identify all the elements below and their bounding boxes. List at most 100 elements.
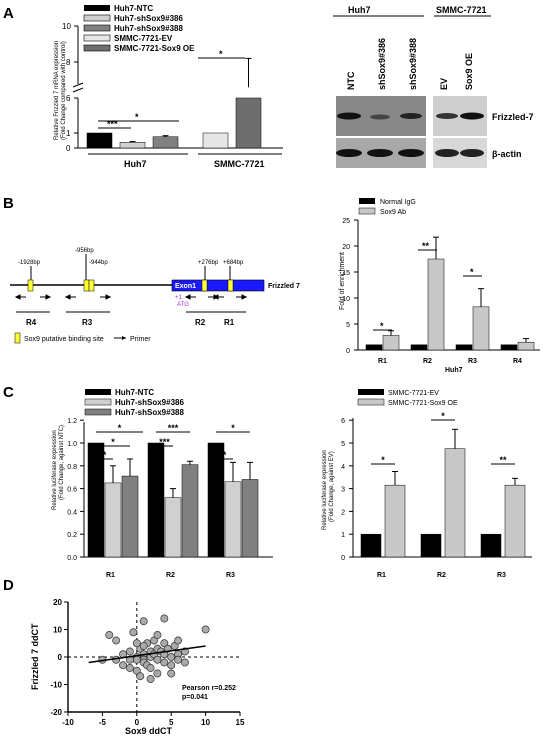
cl-xtick-R2: R2 bbox=[166, 572, 175, 579]
cr-ylabel-2: (Fold Change, against EV) bbox=[329, 451, 335, 522]
cr-ytick-label-2: 2 bbox=[341, 509, 345, 516]
chip-xlabel: Huh7 bbox=[445, 367, 463, 374]
blot-lane-ntc: NTC bbox=[346, 71, 356, 90]
legend-sh386: Huh7-shSox9#386 bbox=[114, 14, 183, 23]
binding-site-4 bbox=[201, 279, 208, 292]
cl-xtick-R3: R3 bbox=[226, 572, 235, 579]
cr-ytick-label-3: 3 bbox=[341, 487, 345, 494]
a-ytick-1: 1 bbox=[66, 129, 71, 138]
d-point-42 bbox=[167, 669, 176, 678]
blot-band-frizzled7: Frizzled-7 bbox=[492, 112, 534, 122]
a-group-huh7: Huh7 bbox=[124, 159, 147, 169]
region-r4: R4 bbox=[26, 318, 37, 327]
cr-xtick-R1: R1 bbox=[377, 572, 386, 579]
panel-c-label: C bbox=[3, 384, 14, 401]
cl-sig-2: * bbox=[118, 423, 122, 433]
blot-lane-sh386: shSox9#386 bbox=[377, 38, 387, 90]
panel-b-label: B bbox=[3, 195, 14, 212]
region-r3: R3 bbox=[82, 318, 93, 327]
a-ylabel-1: Relative Frizzled 7 mRNA expression bbox=[54, 41, 60, 140]
a-ytick-10: 10 bbox=[62, 22, 71, 31]
d-point-40 bbox=[160, 614, 169, 623]
cr-bar-R1-0 bbox=[360, 533, 382, 558]
chip-bar-R4-0 bbox=[500, 344, 518, 351]
cr-legend-swatch-ev bbox=[358, 389, 384, 395]
chip-bar-R3-1 bbox=[472, 306, 490, 351]
d-point-9 bbox=[136, 672, 145, 681]
d-xtick-label-1: -5 bbox=[99, 718, 107, 727]
a-ytick-6: 6 bbox=[66, 94, 71, 103]
a-bar-3 bbox=[202, 132, 229, 149]
blot-lane-ev: EV bbox=[439, 78, 449, 90]
chip-ytick-label-5: 25 bbox=[342, 218, 350, 225]
legend-swatch-sh386 bbox=[83, 14, 111, 22]
blot-group-huh7: Huh7 bbox=[348, 5, 371, 15]
d-ytick-label-4: 20 bbox=[53, 598, 62, 607]
cr-legend-swatch-oe bbox=[357, 398, 385, 406]
pos-684: +684bp bbox=[223, 260, 244, 266]
d-xlabel: Sox9 ddCT bbox=[125, 726, 173, 736]
promoter-diagram: Exon1 Frizzled 7 -1928bp -956bp -944bp +… bbox=[10, 248, 300, 344]
cr-sig-0: * bbox=[381, 455, 385, 465]
a-ytick-8: 8 bbox=[66, 58, 71, 67]
panel-a-legend: Huh7-NTC Huh7-shSox9#386 Huh7-shSox9#388… bbox=[83, 4, 195, 53]
d-point-38 bbox=[146, 675, 155, 683]
luc-right-chart: SMMC-7721-EV SMMC-7721-Sox9 OE Relative … bbox=[322, 389, 532, 579]
d-ytick-label-2: 0 bbox=[58, 653, 63, 662]
chip-bar-R3-0 bbox=[455, 344, 473, 351]
d-point-0 bbox=[105, 631, 114, 639]
cl-ytick-label-2: 0.4 bbox=[67, 509, 77, 516]
d-point-5 bbox=[129, 628, 138, 637]
chip-xtick-R4: R4 bbox=[513, 358, 522, 365]
cl-ytick-label-5: 1.0 bbox=[67, 441, 77, 448]
cl-legend-386: Huh7-shSox9#386 bbox=[115, 398, 184, 407]
a-ytick-0: 0 bbox=[66, 144, 71, 153]
d-point-37 bbox=[153, 631, 162, 639]
chip-chart: Normal IgG Sox9 Ab Fold of enrichment 0 5… bbox=[339, 198, 540, 374]
legend-sh388: Huh7-shSox9#388 bbox=[114, 24, 183, 33]
chip-sig-3: * bbox=[470, 267, 474, 277]
cr-bar-R3-0 bbox=[480, 533, 502, 558]
chip-legend-ab: Sox9 Ab bbox=[380, 209, 406, 216]
a-bar-2 bbox=[152, 136, 179, 149]
cr-xtick-R3: R3 bbox=[497, 572, 506, 579]
cl-legend-swatch-ntc bbox=[85, 389, 111, 395]
chip-sig-2: ** bbox=[422, 241, 430, 251]
legend-ev: SMMC-7721-EV bbox=[114, 34, 173, 43]
cl-ylabel-2: (Fold Change, against NTC) bbox=[59, 425, 65, 500]
exon-box bbox=[171, 279, 265, 292]
cr-bar-R3-1 bbox=[504, 484, 526, 558]
d-point-2 bbox=[119, 661, 127, 670]
d-point-3 bbox=[125, 664, 134, 672]
d-point-44 bbox=[201, 625, 210, 634]
cl-sig-1: * bbox=[111, 437, 115, 447]
a-sig-2: * bbox=[135, 112, 139, 122]
cl-bar-R3-2 bbox=[241, 479, 259, 558]
chip-xtick-R1: R1 bbox=[378, 358, 387, 365]
blot-lane-oe: Sox9 OE bbox=[464, 53, 474, 90]
cr-bar-R2-0 bbox=[420, 533, 442, 558]
tss-label: +1 bbox=[175, 295, 183, 301]
cl-sig-3: *** bbox=[159, 437, 170, 447]
d-point-46 bbox=[139, 642, 148, 650]
chip-ytick-label-3: 15 bbox=[342, 270, 350, 277]
a-bar-1 bbox=[119, 142, 146, 149]
cr-ytick-label-6: 6 bbox=[341, 418, 345, 425]
blot-band-actin: β-actin bbox=[492, 149, 522, 159]
region-r2: R2 bbox=[195, 318, 206, 327]
d-point-35 bbox=[132, 655, 141, 664]
d-ytick-label-3: 10 bbox=[53, 626, 62, 635]
binding-site-5 bbox=[227, 279, 234, 292]
d-trendline bbox=[88, 645, 206, 664]
western-blot: Huh7 SMMC-7721 NTC shSox9#386 shSox9#388… bbox=[333, 5, 534, 168]
binding-site-1 bbox=[27, 279, 34, 292]
chip-xtick-R2: R2 bbox=[423, 358, 432, 365]
exon-label: Exon1 bbox=[175, 283, 196, 290]
chip-legend-igg: Normal IgG bbox=[380, 199, 416, 206]
binding-site-2 bbox=[83, 279, 90, 292]
d-xtick-label-5: 15 bbox=[236, 718, 245, 727]
cl-bar-R2-0 bbox=[147, 442, 165, 558]
chip-xtick-R3: R3 bbox=[468, 358, 477, 365]
d-point-20 bbox=[153, 655, 162, 664]
cl-legend-ntc: Huh7-NTC bbox=[115, 388, 154, 397]
